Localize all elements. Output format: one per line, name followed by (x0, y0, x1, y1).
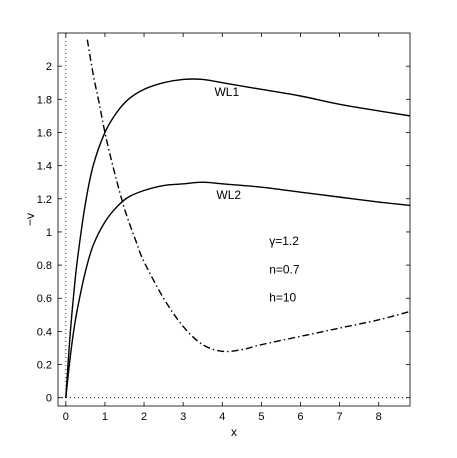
series-layer (65, 39, 410, 398)
y-tick-label: 1.8 (37, 94, 52, 106)
y-tick-label: 1.2 (37, 194, 52, 206)
y-tick-label: 0 (46, 393, 52, 405)
x-tick-label: 5 (258, 411, 264, 423)
series-line-wl2 (65, 181, 410, 398)
y-tick-label: 0.6 (37, 293, 52, 305)
plot-background (58, 33, 410, 406)
series-line-wl1 (65, 78, 410, 398)
y-tick-label: 0.8 (37, 260, 52, 272)
x-axis-label: x (231, 425, 237, 439)
x-tick-label: 2 (141, 411, 147, 423)
x-tick-label: 7 (337, 411, 343, 423)
x-tick-label: 6 (297, 411, 303, 423)
annotations: WL1 WL2 γ=1.2 n=0.7 h=10 (214, 85, 299, 305)
y-tick-label: 2 (46, 61, 52, 73)
y-tick-label: 0.2 (37, 360, 52, 372)
x-tick-label: 8 (376, 411, 382, 423)
x-tick-label: 1 (102, 411, 108, 423)
annotation-5: h=10 (269, 291, 296, 305)
x-tick-label: 0 (63, 411, 69, 423)
plot-frame (57, 32, 411, 407)
y-tick-label: 1.4 (37, 161, 52, 173)
axis-tick-labels: 0 1 2 3 4 5 6 7 8 0 0.2 0.4 0.6 0.8 1 1.2 1.4 1.6 1.8 2 (37, 61, 382, 423)
series-line-curve-3 (86, 39, 410, 353)
y-axis-label: −v (23, 213, 37, 226)
y-tick-label: 0.4 (37, 326, 52, 338)
annotation-2: WL2 (216, 188, 241, 202)
x-tick-label: 4 (219, 411, 225, 423)
y-tick-label: 1 (46, 227, 52, 239)
annotation-1: WL1 (214, 85, 239, 99)
annotation-3: γ=1.2 (269, 234, 299, 248)
reference-lines (58, 33, 410, 406)
axis-ticks (58, 33, 410, 406)
x-tick-label: 3 (180, 411, 186, 423)
y-tick-label: 1.6 (37, 127, 52, 139)
annotation-4: n=0.7 (269, 262, 300, 276)
